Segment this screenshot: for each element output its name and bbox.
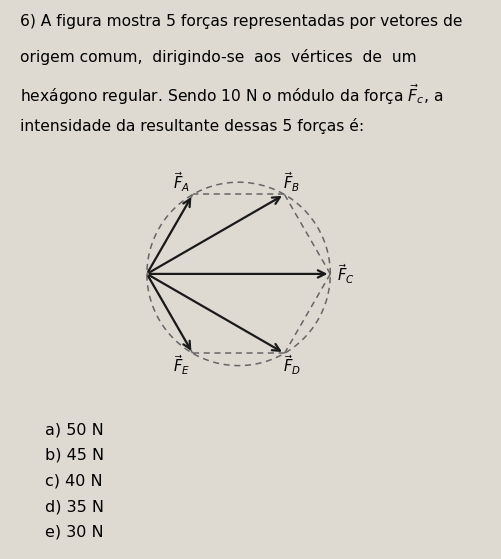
Text: $\vec{F}_{B}$: $\vec{F}_{B}$ (283, 171, 300, 195)
Text: intensidade da resultante dessas 5 forças é:: intensidade da resultante dessas 5 força… (20, 118, 364, 134)
Text: b) 45 N: b) 45 N (45, 448, 104, 463)
Text: $\vec{F}_{A}$: $\vec{F}_{A}$ (173, 171, 190, 195)
Text: 6) A figura mostra 5 forças representadas por vetores de: 6) A figura mostra 5 forças representada… (20, 14, 461, 29)
Text: origem comum,  dirigindo-se  aos  vértices  de  um: origem comum, dirigindo-se aos vértices … (20, 49, 416, 65)
Text: c) 40 N: c) 40 N (45, 473, 103, 489)
Text: $\vec{F}_{D}$: $\vec{F}_{D}$ (282, 353, 300, 377)
Text: d) 35 N: d) 35 N (45, 499, 104, 514)
Text: e) 30 N: e) 30 N (45, 525, 104, 540)
Text: $\vec{F}_{C}$: $\vec{F}_{C}$ (336, 262, 354, 286)
Text: $\vec{F}_{E}$: $\vec{F}_{E}$ (173, 353, 190, 377)
Text: hexágono regular. Sendo 10 N o módulo da força $\vec{F}_c$, a: hexágono regular. Sendo 10 N o módulo da… (20, 83, 442, 107)
Text: a) 50 N: a) 50 N (45, 422, 104, 437)
